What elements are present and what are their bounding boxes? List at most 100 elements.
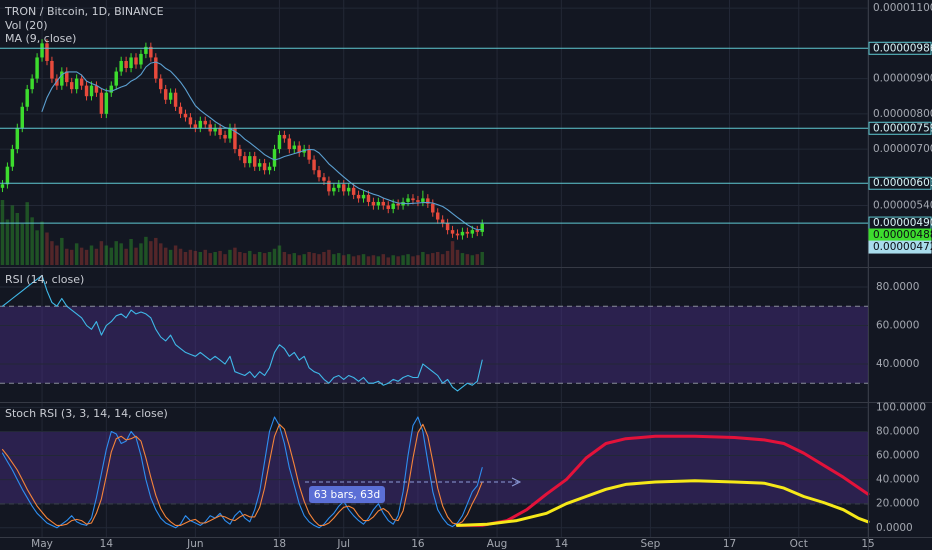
candle-body xyxy=(104,92,109,114)
volume-bar xyxy=(183,252,188,265)
volume-bar xyxy=(450,241,455,265)
y-tick-label: 40.0000 xyxy=(876,358,919,370)
candle-body xyxy=(69,82,74,90)
volume-bar xyxy=(60,237,64,265)
candle-body xyxy=(277,134,282,150)
candle-body xyxy=(109,85,114,93)
hline-label: 0.00000986 xyxy=(873,42,932,54)
volume-bar xyxy=(376,256,381,265)
candle-body xyxy=(460,231,465,236)
y-tick-label: 20.0000 xyxy=(876,498,919,510)
candle-body xyxy=(94,85,99,93)
volume-bar xyxy=(99,241,104,265)
y-tick-label: 0.00000900 xyxy=(873,73,932,85)
candle-body xyxy=(159,78,163,90)
volume-bar xyxy=(435,252,440,265)
volume-bar xyxy=(272,248,277,265)
volume-bar xyxy=(45,232,49,265)
candle-body xyxy=(40,43,44,58)
candle-body xyxy=(376,201,381,206)
indicator-line xyxy=(456,479,870,527)
volume-bar xyxy=(277,245,282,265)
volume-bar xyxy=(267,252,272,265)
volume-bar xyxy=(460,253,465,265)
labels-layer: TRON / Bitcoin, 1D, BINANCE Vol (20) MA … xyxy=(4,2,932,550)
candle-body xyxy=(213,127,217,132)
volume-bar xyxy=(139,243,143,265)
y-tick-label: 80.0000 xyxy=(876,281,919,293)
y-tick-label: 0.0000 xyxy=(876,522,913,534)
volume-bar xyxy=(337,253,341,265)
candle-body xyxy=(431,203,435,213)
volume-bar xyxy=(252,254,257,265)
candle-body xyxy=(233,127,237,150)
x-tick-label: 17 xyxy=(723,538,736,550)
volume-bar xyxy=(25,202,29,265)
volume-bar xyxy=(238,252,242,265)
candle-body xyxy=(470,230,475,234)
candle-body xyxy=(74,78,79,90)
volume-bar xyxy=(248,250,252,265)
candle-body xyxy=(163,89,168,100)
legend-entry: MA (9, close) xyxy=(5,32,76,45)
candle-body xyxy=(154,57,158,79)
indicator-line xyxy=(1,274,483,392)
measure-arrow xyxy=(511,477,522,487)
volume-bar xyxy=(213,252,217,265)
x-tick-label: 18 xyxy=(273,538,286,550)
candle-body xyxy=(228,127,232,139)
volume-bar xyxy=(455,249,460,265)
volume-bar xyxy=(243,253,247,265)
volume-bar xyxy=(228,249,232,265)
candle-body xyxy=(20,106,24,128)
volume-bar xyxy=(124,248,128,265)
candle-body xyxy=(10,149,15,167)
candle-body xyxy=(371,201,376,206)
y-tick-label: 0.00001100 xyxy=(873,2,932,14)
volume-bar xyxy=(445,250,450,265)
volume-bar xyxy=(327,249,331,265)
candle-body xyxy=(144,46,148,54)
volume-bar xyxy=(292,253,297,265)
volume-bar xyxy=(168,249,173,265)
candle-body xyxy=(25,89,29,107)
candle-body xyxy=(342,184,346,192)
indicator-band xyxy=(0,306,868,384)
volume-bar xyxy=(262,253,267,265)
candle-body xyxy=(455,233,460,236)
x-tick-label: Oct xyxy=(790,538,808,550)
candle-body xyxy=(139,53,143,65)
x-tick-label: May xyxy=(31,538,53,550)
candle-body xyxy=(149,46,153,58)
hline-label: 0.00000759 xyxy=(873,122,932,134)
candle-body xyxy=(79,78,84,86)
candle-body xyxy=(243,156,247,164)
volume-bar xyxy=(416,255,420,265)
volume-bar xyxy=(317,254,321,265)
candle-body xyxy=(15,127,20,150)
hline-label-box xyxy=(868,176,932,190)
candle-body xyxy=(238,149,242,157)
candle-body xyxy=(332,187,336,192)
candle-body xyxy=(426,198,430,204)
candle-body xyxy=(406,198,410,202)
candle-body xyxy=(198,120,203,128)
volume-bar xyxy=(193,250,198,265)
candle-body xyxy=(129,57,133,69)
x-tick-label: Sep xyxy=(640,538,660,550)
price-marker-label: 0.00000488 xyxy=(873,229,932,241)
candle-body xyxy=(475,230,480,232)
volume-bar xyxy=(134,247,138,265)
candle-body xyxy=(193,124,198,128)
volume-bar xyxy=(386,257,390,265)
x-tick-label: 15 xyxy=(861,538,874,550)
candle-body xyxy=(322,177,326,181)
candle-body xyxy=(119,60,123,72)
candle-body xyxy=(411,198,415,201)
volume-bar xyxy=(356,255,361,265)
candle-body xyxy=(440,219,445,224)
candle-body xyxy=(252,156,257,167)
x-tick-label: 14 xyxy=(555,538,569,550)
candle-body xyxy=(361,194,366,199)
